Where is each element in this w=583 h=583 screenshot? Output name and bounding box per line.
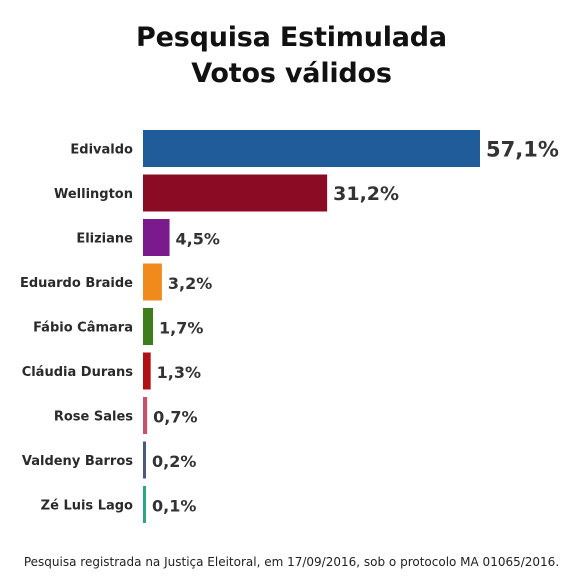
chart-title: Pesquisa Estimulada	[136, 22, 447, 53]
category-label: Cláudia Durans	[22, 365, 134, 380]
category-label: Edivaldo	[70, 143, 133, 158]
value-label: 1,7%	[159, 319, 203, 338]
bar	[143, 308, 154, 345]
value-label: 4,5%	[176, 230, 220, 249]
category-label: Wellington	[54, 187, 133, 202]
chart-subtitle: Votos válidos	[191, 58, 392, 89]
bar	[143, 130, 480, 167]
category-label: Eduardo Braide	[20, 276, 133, 291]
bar	[143, 219, 170, 256]
bar	[143, 174, 328, 212]
value-label: 0,1%	[152, 497, 196, 516]
category-label: Valdeny Barros	[22, 454, 133, 469]
category-label: Rose Sales	[54, 410, 133, 425]
bar	[143, 263, 162, 301]
bar	[143, 397, 148, 434]
category-label: Zé Luis Lago	[41, 499, 133, 514]
value-label: 31,2%	[333, 183, 399, 205]
category-label: Fábio Câmara	[33, 321, 133, 336]
value-label: 0,7%	[153, 408, 197, 427]
category-label: Eliziane	[76, 232, 133, 247]
value-label: 0,2%	[152, 452, 196, 471]
bar	[143, 352, 151, 390]
value-label: 57,1%	[486, 138, 559, 162]
bar	[143, 486, 146, 523]
value-label: 1,3%	[157, 363, 201, 382]
bar	[143, 441, 146, 479]
value-label: 3,2%	[168, 274, 212, 293]
footnote: Pesquisa registrada na Justiça Eleitoral…	[23, 555, 560, 569]
